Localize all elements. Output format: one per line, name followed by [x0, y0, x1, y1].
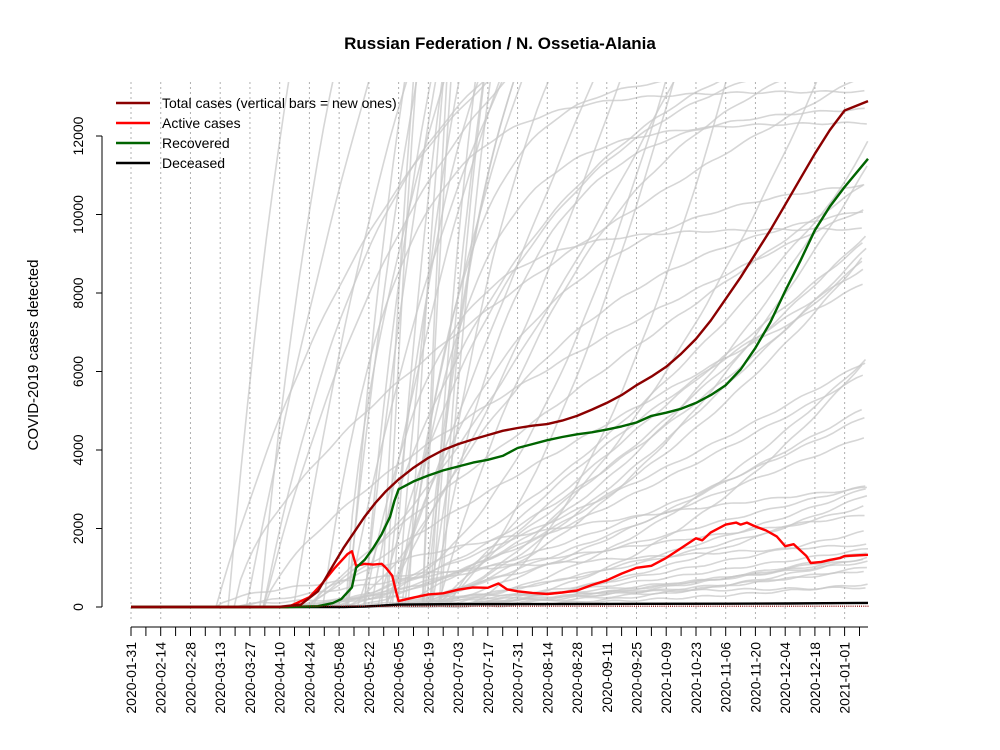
chart-title: Russian Federation / N. Ossetia-Alania — [344, 34, 656, 53]
x-tick-label: 2020-04-24 — [301, 642, 317, 714]
y-tick-label: 10000 — [70, 195, 86, 234]
background-curve — [380, 82, 415, 608]
background-curve — [427, 82, 675, 607]
background-region-curves — [215, 82, 869, 608]
background-curve — [391, 554, 864, 608]
x-tick-label: 2020-05-08 — [331, 642, 347, 714]
background-curve — [385, 82, 417, 608]
axes: 0 2000 4000 6000 8000 10000 12000 2020-01-31 202… — [70, 116, 868, 714]
x-tick-label: 2020-10-09 — [658, 642, 674, 714]
background-curve — [421, 82, 452, 607]
x-tick-label: 2021-01-01 — [837, 642, 853, 714]
y-axis-label: COVID-2019 cases detected — [25, 260, 42, 451]
background-curve — [263, 209, 864, 607]
y-tick-label: 4000 — [70, 434, 86, 465]
background-curve — [391, 82, 443, 607]
legend-label-recovered: Recovered — [162, 135, 230, 151]
background-curve — [215, 82, 489, 608]
y-tick-label: 2000 — [70, 513, 86, 544]
x-tick-label: 2020-02-28 — [182, 642, 198, 714]
x-tick-label: 2020-07-17 — [480, 642, 496, 714]
background-curve — [393, 485, 866, 608]
background-curve — [292, 82, 408, 607]
background-curve — [421, 82, 448, 607]
background-curve — [259, 82, 334, 608]
background-curve — [346, 82, 503, 608]
x-tick-label: 2020-06-19 — [420, 642, 436, 714]
series-line-active — [131, 521, 869, 609]
background-curve — [406, 358, 867, 608]
background-curve — [322, 89, 865, 608]
background-curve — [227, 82, 290, 607]
background-curve — [245, 82, 370, 607]
background-curve — [434, 242, 863, 608]
x-tick-label: 2020-09-11 — [599, 642, 615, 713]
x-tick-label: 2020-11-06 — [718, 642, 734, 713]
background-curve — [385, 183, 865, 607]
background-curve — [394, 82, 818, 608]
background-curve — [310, 362, 866, 607]
background-curve — [362, 488, 866, 608]
background-curve — [307, 283, 863, 608]
series-lines — [131, 99, 869, 609]
background-curve — [447, 268, 864, 608]
background-curve — [436, 82, 780, 608]
series-line-recovered — [131, 158, 869, 609]
background-curve — [403, 82, 662, 607]
x-tick-label: 2020-09-25 — [628, 642, 644, 714]
x-tick-label: 2020-06-05 — [391, 642, 407, 714]
background-curve — [356, 82, 720, 608]
background-curve — [396, 82, 460, 607]
legend-label-active: Active cases — [162, 115, 241, 131]
x-tick-label: 2020-04-10 — [272, 642, 288, 714]
background-curve — [311, 486, 867, 608]
background-curve — [318, 82, 667, 608]
background-curve — [377, 82, 747, 607]
legend-label-deceased: Deceased — [162, 155, 225, 171]
background-curve — [215, 543, 867, 608]
series-line-total — [131, 99, 869, 609]
y-tick-label: 8000 — [70, 277, 86, 308]
x-tick-label: 2020-02-14 — [153, 642, 169, 714]
x-tick-label: 2020-11-20 — [747, 642, 763, 713]
background-curve — [440, 82, 491, 607]
background-curve — [448, 82, 727, 608]
background-curve — [425, 82, 515, 608]
legend: Total cases (vertical bars = new ones) Ac… — [116, 95, 397, 171]
x-tick-label: 2020-05-22 — [361, 642, 377, 714]
background-curve — [384, 211, 864, 608]
x-tick-label: 2020-03-13 — [212, 642, 228, 714]
x-tick-label: 2020-10-23 — [688, 642, 704, 714]
background-curve — [420, 247, 867, 608]
x-tick-label: 2020-03-27 — [242, 642, 258, 714]
background-curve — [347, 82, 406, 608]
x-tick-label: 2020-12-18 — [807, 642, 823, 714]
legend-label-total: Total cases (vertical bars = new ones) — [162, 95, 397, 111]
background-curve — [438, 82, 485, 607]
background-curve — [400, 121, 867, 607]
background-curve — [388, 82, 594, 607]
y-tick-label: 0 — [70, 603, 86, 611]
y-tick-label: 12000 — [70, 116, 86, 155]
background-curve — [262, 82, 485, 608]
background-curve — [420, 556, 868, 608]
x-tick-label: 2020-07-31 — [510, 642, 526, 714]
background-curve — [430, 107, 865, 608]
x-tick-label: 2020-08-14 — [539, 642, 555, 714]
background-curve — [308, 184, 864, 608]
y-tick-label: 6000 — [70, 356, 86, 387]
x-tick-label: 2020-07-03 — [450, 642, 466, 714]
x-tick-label: 2020-01-31 — [123, 642, 139, 714]
x-tick-label: 2020-08-28 — [569, 642, 585, 714]
x-tick-label: 2020-12-04 — [777, 642, 793, 714]
